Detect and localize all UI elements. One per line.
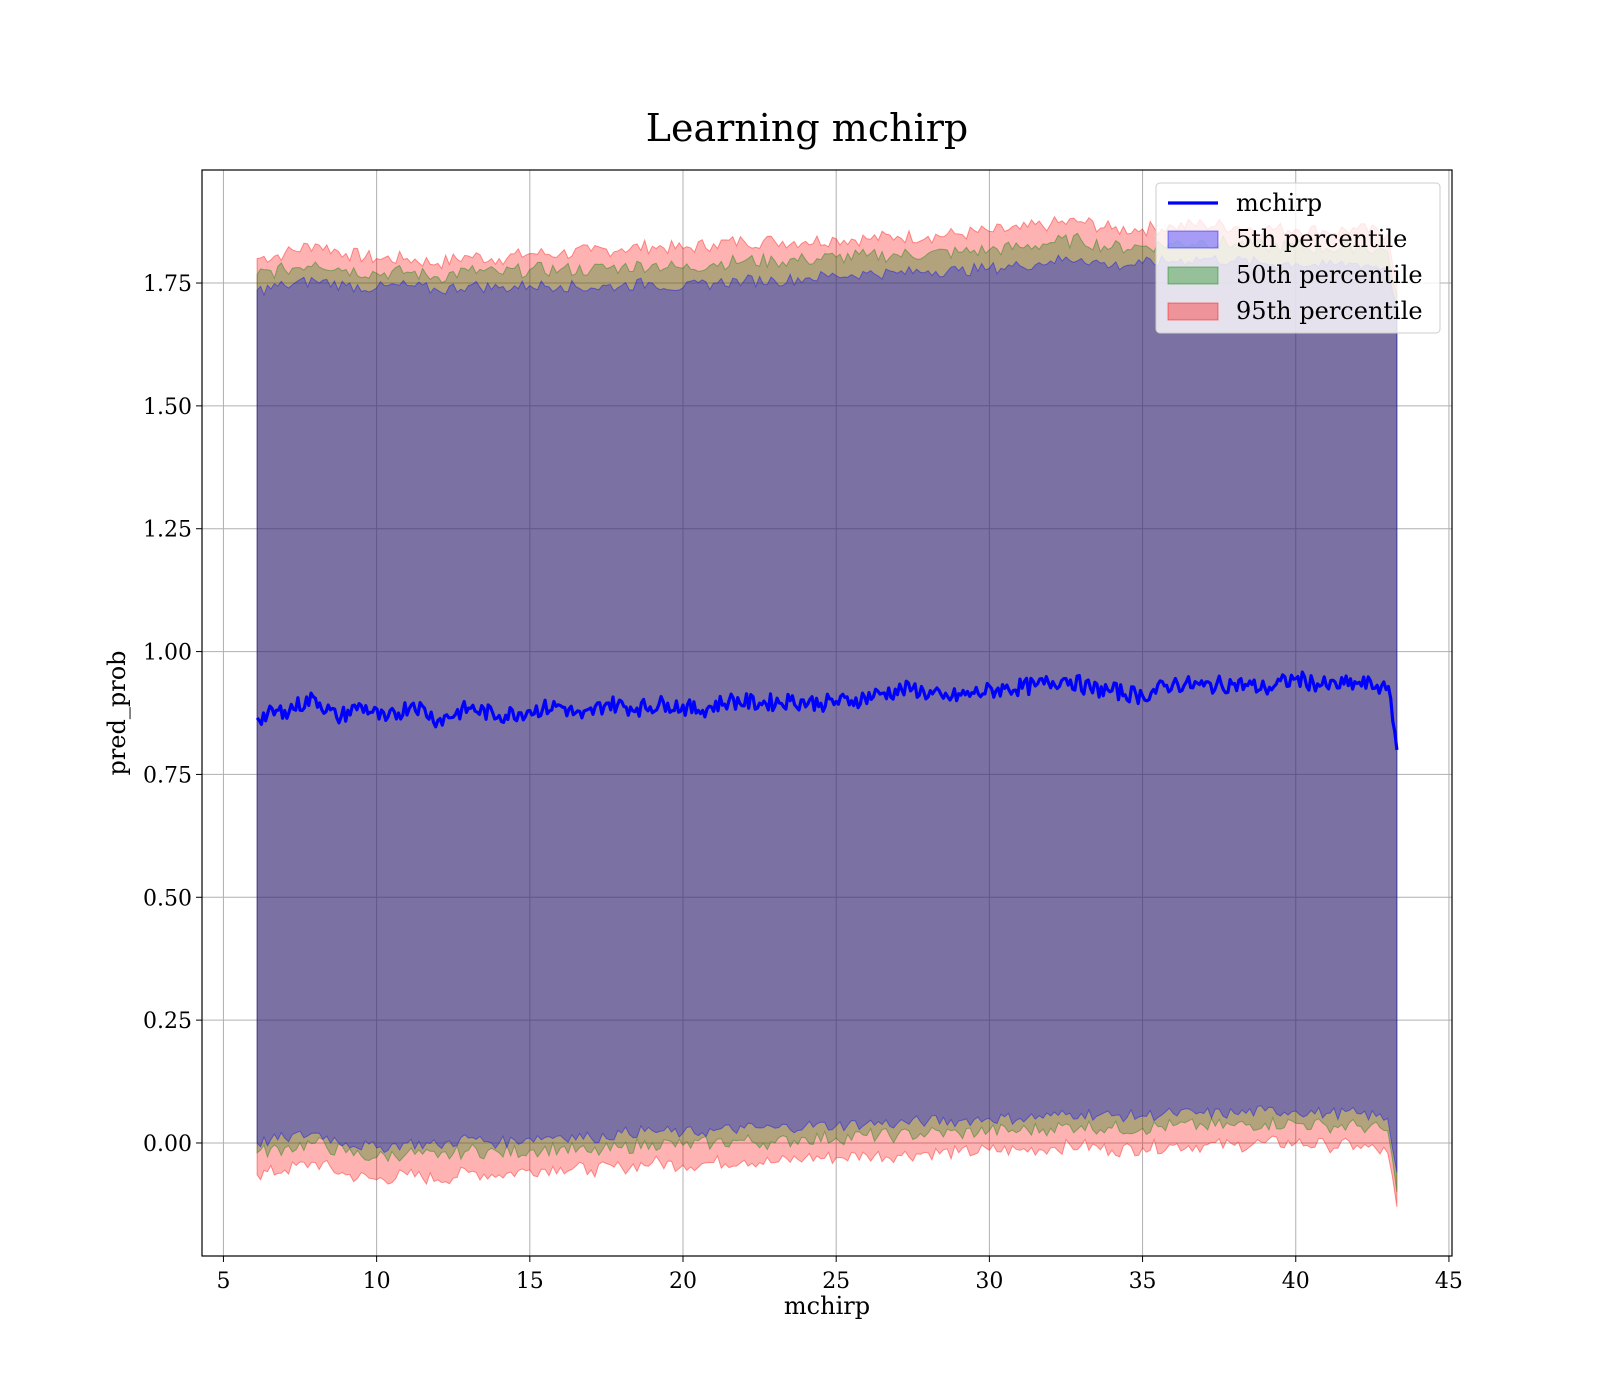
y-tick-label: 1.00 — [143, 641, 192, 666]
plot-frame — [201, 169, 1453, 1257]
legend-label: 50th percentile — [1236, 261, 1423, 289]
x-tick-label: 30 — [975, 1269, 1003, 1294]
y-tick-label: 0.00 — [143, 1132, 192, 1157]
x-tick-label: 40 — [1282, 1269, 1310, 1294]
x-axis-label: mchirp — [784, 1292, 870, 1320]
y-tick-label: 0.50 — [143, 886, 192, 911]
x-tick-label: 5 — [216, 1269, 230, 1294]
x-axis: 5 10 15 20 25 30 35 40 45 — [216, 1256, 1463, 1294]
y-tick-label: 0.25 — [143, 1009, 192, 1034]
band-50th-percentile — [256, 232, 1398, 1193]
plot-area — [201, 169, 1453, 1257]
y-axis: 0.00 0.25 0.50 0.75 1.00 1.25 1.50 1.75 — [143, 272, 202, 1157]
legend-box — [1155, 182, 1441, 334]
legend: mchirp 5th percentile 50th percentile 95th … — [1155, 182, 1441, 334]
y-tick-label: 1.75 — [143, 272, 192, 297]
plot-background — [202, 170, 1452, 1256]
line-layer — [255, 670, 1399, 751]
y-axis-label: pred_prob — [103, 650, 131, 775]
x-tick-label: 20 — [669, 1269, 697, 1294]
x-tick-label: 15 — [516, 1269, 544, 1294]
legend-swatch-band — [1167, 230, 1219, 249]
x-tick-label: 25 — [822, 1269, 850, 1294]
band-95th-percentile — [256, 215, 1398, 1207]
chart-title: Learning mchirp — [646, 106, 968, 150]
y-tick-label: 1.25 — [143, 518, 192, 543]
bands — [256, 215, 1398, 1207]
x-tick-label: 45 — [1435, 1269, 1463, 1294]
mchirp-line — [255, 670, 1399, 751]
x-tick-label: 35 — [1129, 1269, 1157, 1294]
legend-label: mchirp — [1236, 189, 1322, 217]
legend-swatch-band — [1167, 302, 1219, 321]
legend-label: 5th percentile — [1236, 225, 1407, 253]
legend-swatch-band — [1167, 266, 1219, 285]
legend-label: 95th percentile — [1236, 297, 1423, 325]
y-tick-label: 0.75 — [143, 763, 192, 788]
y-tick-label: 1.50 — [143, 395, 192, 420]
x-tick-label: 10 — [363, 1269, 391, 1294]
band-5th-percentile — [256, 254, 1398, 1173]
